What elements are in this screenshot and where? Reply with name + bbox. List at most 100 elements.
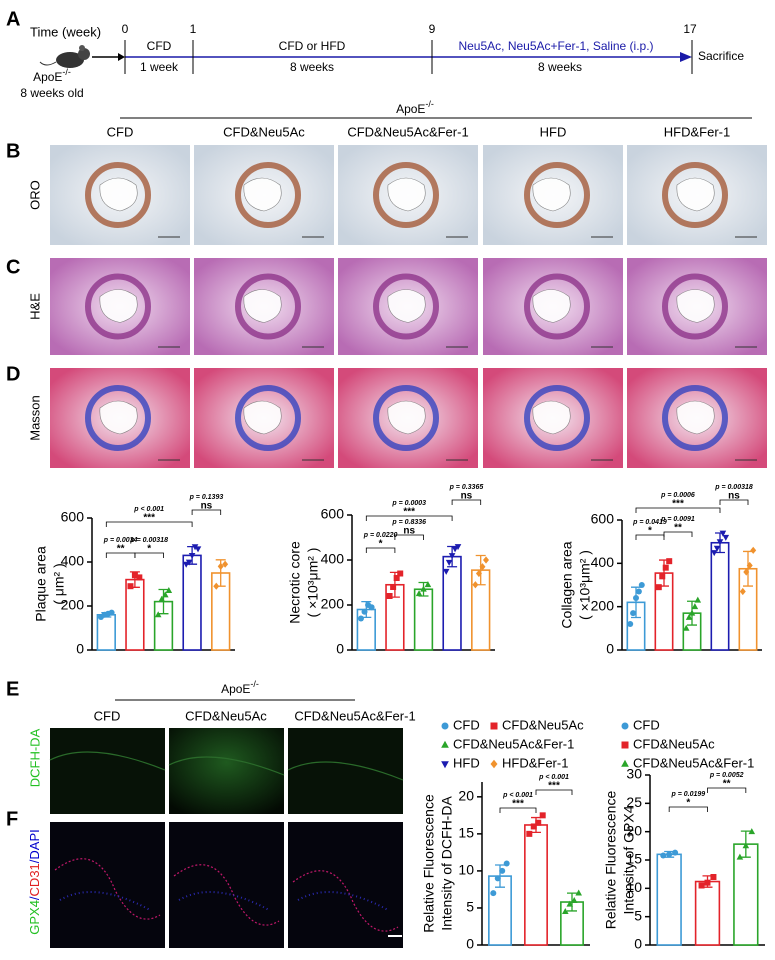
y-axis-label: Plaque area xyxy=(33,546,49,622)
data-point xyxy=(736,853,744,860)
y-tick-label: 30 xyxy=(626,766,642,782)
data-point xyxy=(722,534,730,541)
y-tick-label: 0 xyxy=(76,641,84,657)
lumen xyxy=(532,289,571,323)
lumen xyxy=(99,400,138,435)
significance-bracket xyxy=(635,507,721,513)
legend-label: HFD&Fer-1 xyxy=(502,755,568,770)
error-bar xyxy=(495,864,505,888)
significance: * xyxy=(686,798,690,809)
panel-letter: B xyxy=(6,140,20,162)
phase-duration: 1 week xyxy=(140,60,179,74)
phase-diet: CFD xyxy=(147,39,172,53)
bar xyxy=(656,853,682,946)
label-part: / xyxy=(27,896,42,900)
significance: ** xyxy=(674,523,682,534)
vessel-wall xyxy=(662,162,728,228)
data-point xyxy=(188,553,196,559)
fluorescence-grid xyxy=(49,728,404,948)
data-point xyxy=(424,581,432,588)
significance-bracket xyxy=(105,521,193,527)
row-label: H&E xyxy=(27,293,42,320)
data-point xyxy=(633,595,639,601)
data-point xyxy=(635,588,642,595)
data-point xyxy=(472,581,479,589)
data-point xyxy=(575,889,582,896)
vessel-wall xyxy=(85,273,151,340)
lumen xyxy=(676,400,715,435)
data-point xyxy=(743,568,750,576)
significance: *** xyxy=(403,507,415,518)
endpoint: Sacrifice xyxy=(698,49,744,63)
micrograph xyxy=(50,728,165,814)
data-point xyxy=(691,603,699,610)
y-tick-label: 20 xyxy=(458,788,474,804)
lumen xyxy=(532,400,571,435)
legend-label: CFD&Neu5Ac&Fer-1 xyxy=(633,755,754,770)
p-value: p = 0.00318 xyxy=(129,537,168,544)
p-value: p < 0.001 xyxy=(538,774,569,781)
legend-label: CFD&Neu5Ac xyxy=(633,736,715,751)
data-point xyxy=(390,584,397,590)
data-point xyxy=(185,559,193,566)
significance-bracket xyxy=(635,534,665,540)
data-point xyxy=(750,546,757,554)
row-label: DCFH-DA xyxy=(27,728,42,787)
vessel-wall xyxy=(85,162,151,228)
lumen xyxy=(676,289,715,323)
significance-bracket xyxy=(365,547,396,553)
data-point xyxy=(499,867,506,874)
micrograph xyxy=(169,822,284,948)
p-value: p = 0.0220 xyxy=(363,532,398,539)
column-label: CFD xyxy=(94,708,121,723)
data-point xyxy=(127,583,134,590)
panel-letter: D xyxy=(6,363,20,385)
arrow-head xyxy=(118,53,125,61)
data-point xyxy=(222,560,229,568)
panel-letter: E xyxy=(6,678,19,700)
data-point xyxy=(685,613,693,620)
legend-marker xyxy=(441,722,449,730)
data-point xyxy=(672,849,679,856)
p-value: p = 0.0006 xyxy=(660,492,695,499)
data-point xyxy=(666,558,673,565)
micrograph xyxy=(288,822,403,948)
column-label: CFD&Neu5Ac&Fer-1 xyxy=(294,708,415,723)
data-point xyxy=(483,556,490,564)
vessel-wall xyxy=(85,385,151,451)
legend-marker xyxy=(621,741,629,749)
significance: *** xyxy=(548,781,560,792)
data-point xyxy=(454,544,462,551)
column-label: CFD&Neu5Ac&Fer-1 xyxy=(347,124,468,139)
y-axis-label: ( ×10³μm² ) xyxy=(305,548,321,618)
significance: ns xyxy=(403,526,415,537)
y-axis-label: ( μm² ) xyxy=(51,563,67,605)
y-tick-label: 20 xyxy=(626,822,642,838)
phase-treatment: Neu5Ac, Neu5Ac+Fer-1, Saline (i.p.) xyxy=(458,39,653,53)
data-point xyxy=(530,823,537,830)
lumen xyxy=(243,400,282,435)
data-point xyxy=(655,584,662,591)
significance-bracket xyxy=(365,515,453,521)
group-label: ApoE-/- xyxy=(221,679,259,696)
data-point xyxy=(710,550,718,557)
p-value: p = 0.0052 xyxy=(709,772,744,779)
significance-bracket xyxy=(191,509,222,515)
group-label: ApoE-/- xyxy=(396,99,434,116)
significance-bracket xyxy=(451,499,482,505)
lumen xyxy=(387,400,426,435)
significance: ns xyxy=(201,501,213,512)
data-point xyxy=(570,896,578,903)
y-tick-label: 600 xyxy=(321,506,345,522)
data-point xyxy=(694,596,702,603)
data-point xyxy=(742,842,750,849)
data-point xyxy=(368,604,375,611)
phase-diet: CFD or HFD xyxy=(279,39,346,53)
vessel-wall xyxy=(235,162,301,228)
data-point xyxy=(704,879,711,886)
legend-label: CFD&Neu5Ac&Fer-1 xyxy=(453,736,574,751)
legend-label: CFD xyxy=(633,717,660,732)
y-tick-label: 200 xyxy=(321,596,345,612)
significance: *** xyxy=(672,499,684,510)
